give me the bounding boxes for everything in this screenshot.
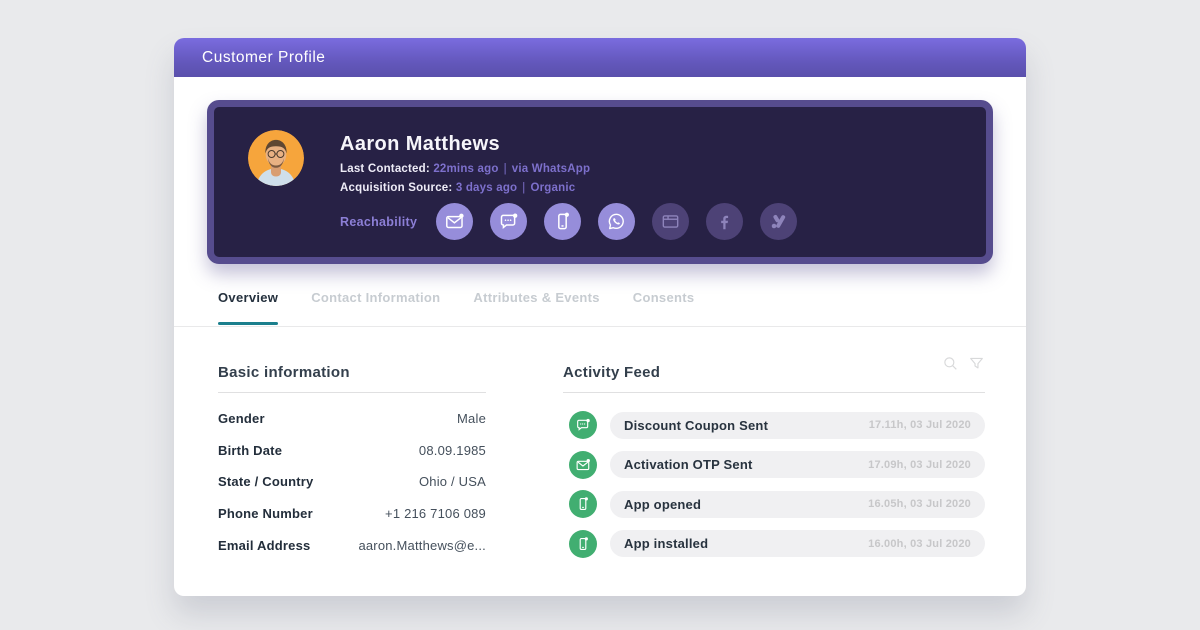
feed-title: Discount Coupon Sent — [624, 417, 769, 433]
avatar — [248, 130, 304, 186]
tab-attributes-events[interactable]: Attributes & Events — [473, 290, 600, 305]
reachability-row: Reachability — [340, 203, 797, 240]
info-row-phone-number: Phone Number +1 216 7106 089 — [218, 498, 486, 530]
basic-information-section: Basic information Gender Male Birth Date… — [218, 364, 486, 561]
feed-row-activation-otp[interactable]: Activation OTP Sent 17.09h, 03 Jul 2020 — [563, 450, 985, 479]
acquisition-label: Acquisition Source: — [340, 182, 453, 194]
feed-row-app-installed[interactable]: App installed 16.00h, 03 Jul 2020 — [563, 529, 985, 558]
sms-icon — [569, 411, 597, 439]
channel-web-push-icon[interactable] — [652, 203, 689, 240]
feed-row-app-opened[interactable]: App opened 16.05h, 03 Jul 2020 — [563, 490, 985, 518]
channel-whatsapp-icon[interactable] — [598, 203, 635, 240]
info-row-birth-date: Birth Date 08.09.1985 — [218, 435, 486, 467]
feed-timestamp: 17.09h, 03 Jul 2020 — [868, 458, 971, 471]
activity-feed-tools — [942, 355, 985, 372]
reachability-label: Reachability — [340, 214, 418, 229]
info-value: Male — [457, 411, 486, 427]
info-value: +1 216 7106 089 — [385, 506, 486, 522]
mobile-icon — [569, 490, 597, 518]
mobile-icon — [569, 529, 597, 558]
feed-pill: App installed 16.00h, 03 Jul 2020 — [610, 530, 985, 557]
last-contacted-row: Last Contacted: 22mins ago | via WhatsApp — [340, 160, 797, 179]
acquisition-source-row: Acquisition Source: 3 days ago | Organic — [340, 179, 797, 198]
search-icon[interactable] — [942, 355, 959, 372]
feed-title: App installed — [624, 536, 709, 551]
divider-pipe: | — [503, 163, 507, 175]
info-label: Gender — [218, 411, 265, 427]
feed-timestamp: 17.11h, 03 Jul 2020 — [868, 419, 971, 431]
feed-timestamp: 16.00h, 03 Jul 2020 — [868, 537, 971, 550]
channel-mobile-push-icon[interactable] — [544, 203, 581, 240]
feed-title: App opened — [624, 496, 702, 512]
acquisition-channel: Organic — [530, 182, 576, 194]
info-row-gender: Gender Male — [218, 403, 486, 435]
activity-feed-section: Activity Feed Discount Coupon Sent 17.11… — [563, 357, 985, 569]
filter-icon[interactable] — [968, 355, 985, 372]
info-row-state-country: State / Country Ohio / USA — [218, 466, 486, 498]
info-value: aaron.Matthews@e... — [358, 537, 486, 553]
tab-consents[interactable]: Consents — [632, 290, 695, 305]
profile-banner: Aaron Matthews Last Contacted: 22mins ag… — [207, 100, 993, 264]
card-header: Customer Profile — [174, 38, 1026, 77]
feed-pill: Discount Coupon Sent 17.11h, 03 Jul 2020 — [610, 411, 985, 439]
last-contacted-label: Last Contacted: — [340, 163, 430, 175]
info-label: Phone Number — [218, 506, 313, 522]
tab-contact-information[interactable]: Contact Information — [311, 290, 441, 305]
info-value: Ohio / USA — [418, 474, 486, 490]
reachability-channels — [436, 203, 797, 240]
channel-facebook-icon[interactable] — [706, 203, 743, 240]
feed-timestamp: 16.05h, 03 Jul 2020 — [868, 498, 971, 510]
info-label: State / Country — [218, 474, 314, 490]
info-label: Birth Date — [218, 442, 283, 458]
info-label: Email Address — [218, 537, 311, 553]
channel-email-icon[interactable] — [436, 203, 473, 240]
customer-name: Aaron Matthews — [340, 133, 501, 155]
feed-row-discount-coupon[interactable]: Discount Coupon Sent 17.11h, 03 Jul 2020 — [563, 411, 985, 439]
avatar-illustration — [248, 130, 304, 186]
feed-title: Activation OTP Sent — [624, 457, 753, 472]
divider-pipe: | — [522, 182, 526, 194]
info-value: 08.09.1985 — [418, 442, 486, 458]
email-icon — [569, 450, 597, 479]
page-title: Customer Profile — [202, 48, 326, 66]
tabs-divider — [174, 326, 1026, 327]
profile-tabs: Overview Contact Information Attributes … — [218, 290, 694, 325]
info-row-email-address: Email Address aaron.Matthews@e... — [218, 529, 486, 561]
activity-feed-title: Activity Feed — [563, 364, 985, 393]
acquisition-value: 3 days ago — [455, 182, 518, 194]
feed-pill: App opened 16.05h, 03 Jul 2020 — [610, 490, 985, 518]
channel-google-ads-icon[interactable] — [760, 203, 797, 240]
feed-pill: Activation OTP Sent 17.09h, 03 Jul 2020 — [610, 451, 985, 478]
last-contacted-channel: via WhatsApp — [511, 163, 591, 175]
channel-sms-icon[interactable] — [490, 203, 527, 240]
customer-profile-card: Customer Profile — [174, 38, 1026, 596]
last-contacted-value: 22mins ago — [433, 163, 499, 175]
basic-information-title: Basic information — [218, 364, 486, 393]
tab-overview[interactable]: Overview — [218, 290, 279, 325]
